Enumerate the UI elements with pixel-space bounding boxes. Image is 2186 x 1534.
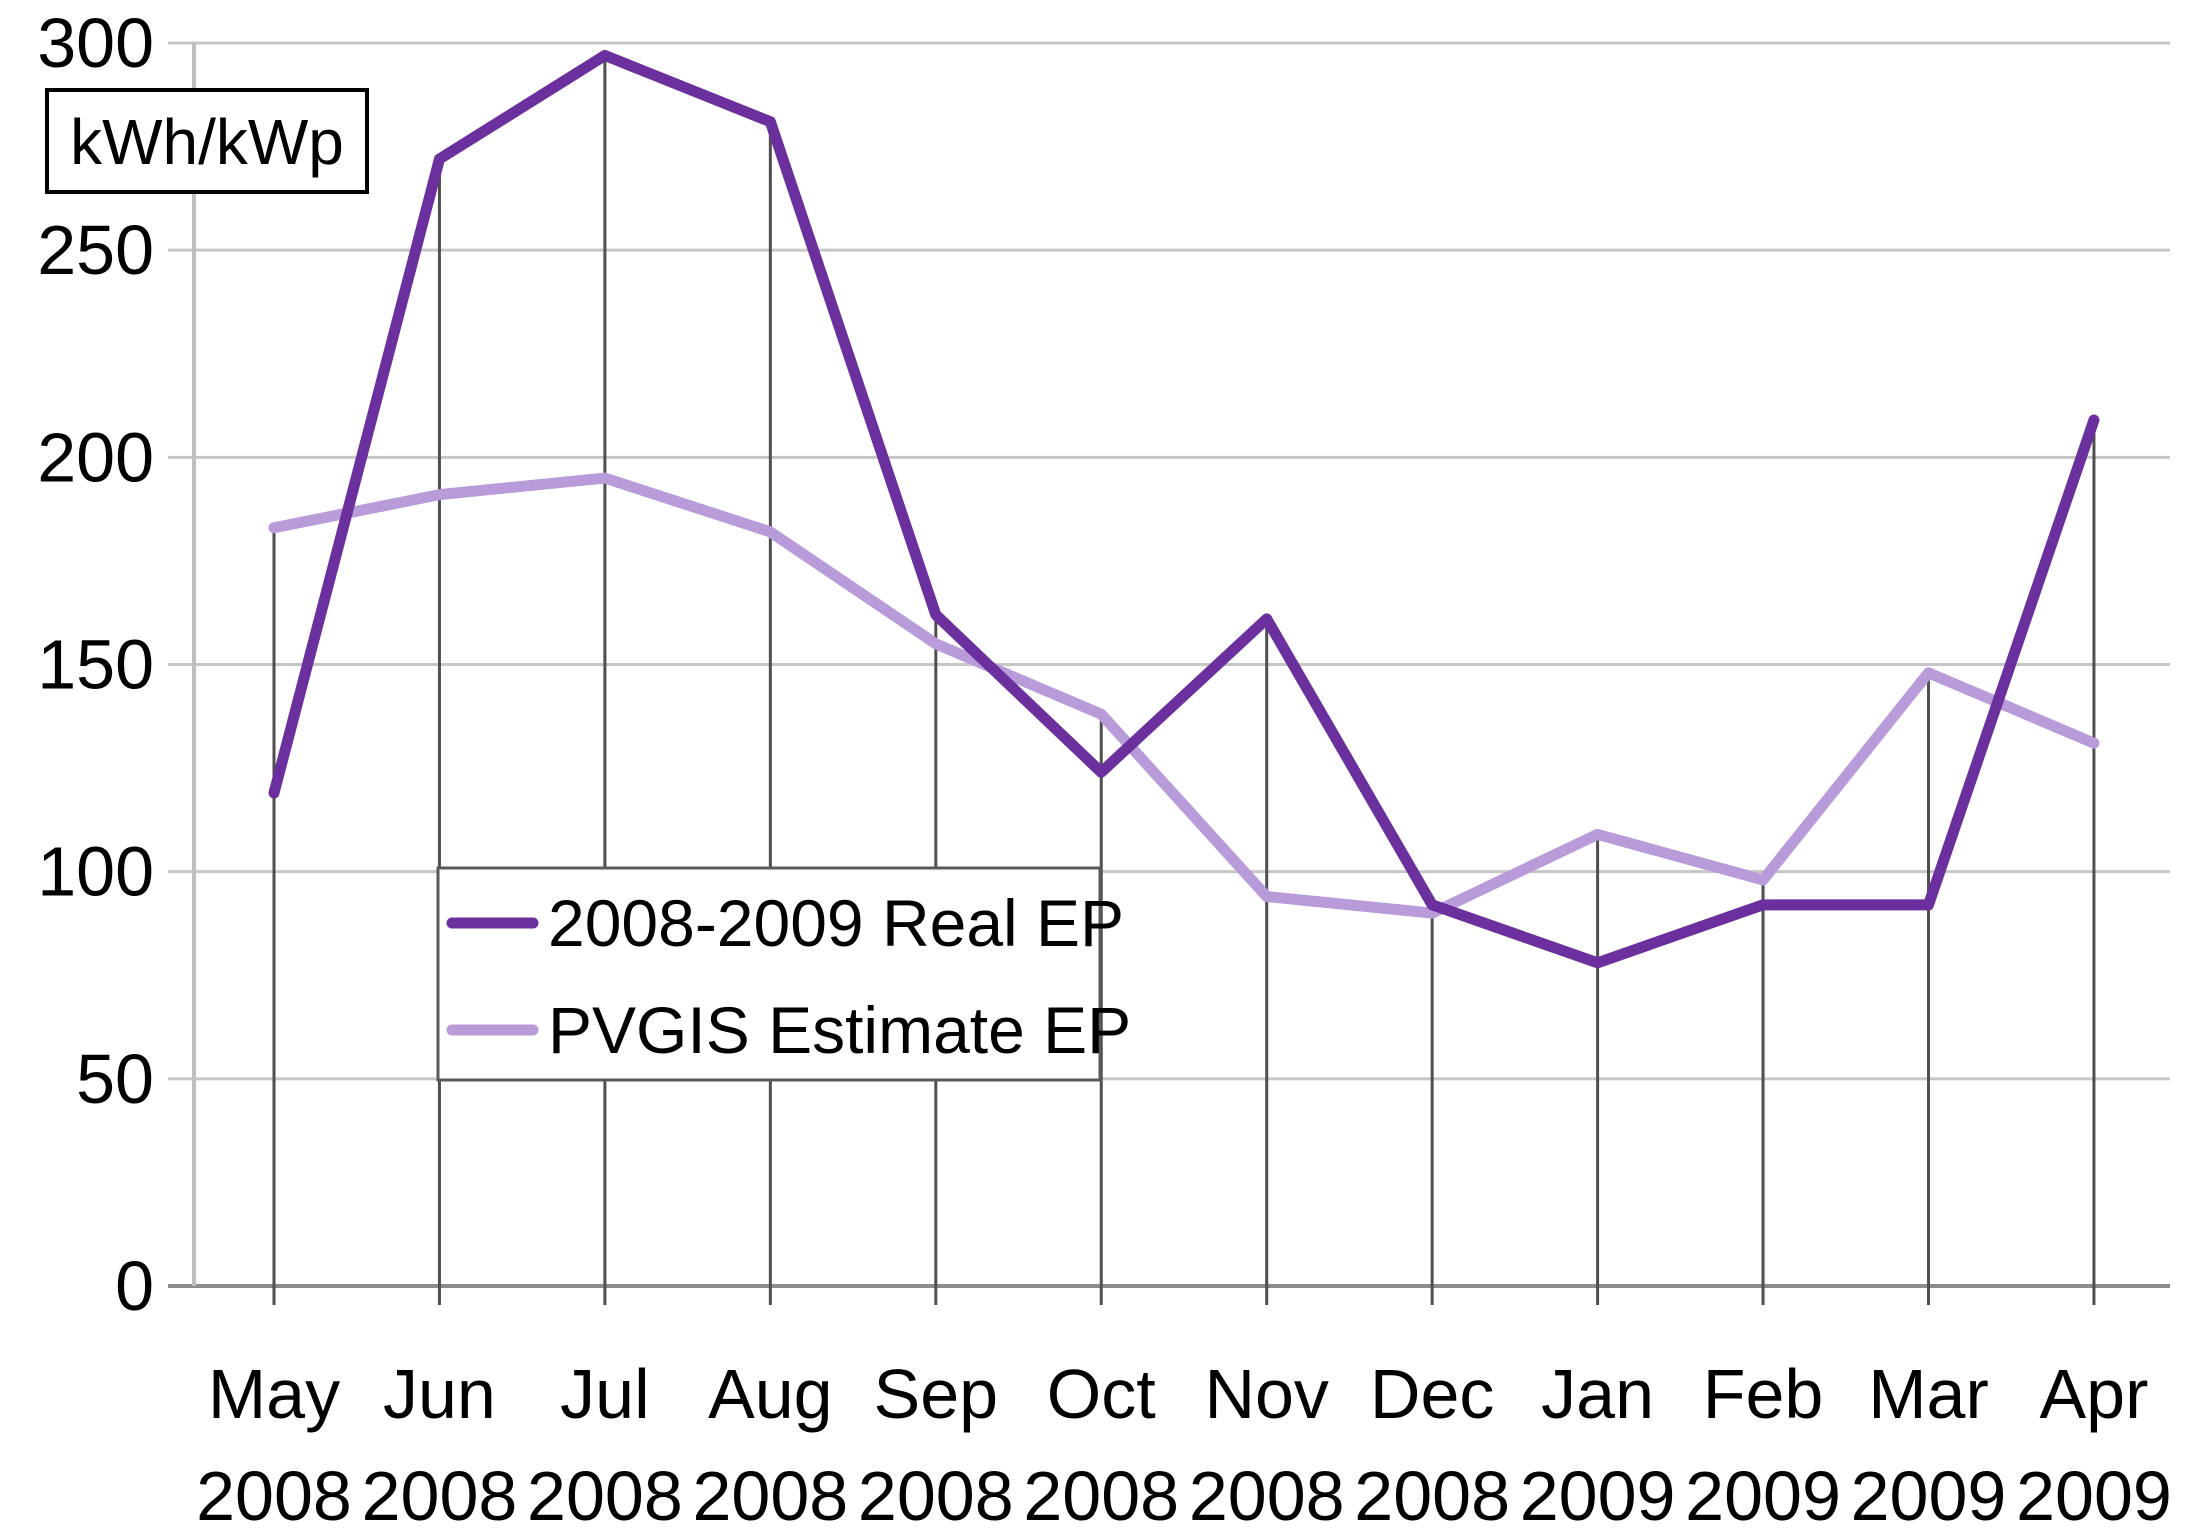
y-tick-label: 50	[76, 1040, 154, 1118]
x-tick-month: Nov	[1204, 1355, 1328, 1433]
x-tick-month: Apr	[2039, 1355, 2148, 1433]
legend: 2008-2009 Real EP PVGIS Estimate EP	[436, 866, 1131, 1082]
x-tick-month: Feb	[1703, 1355, 1824, 1433]
pvgis-estimate-line	[268, 472, 2100, 919]
x-tick-month: Mar	[1868, 1355, 1989, 1433]
x-tick-month: Oct	[1047, 1355, 1156, 1433]
legend-box	[436, 866, 1102, 1082]
x-tick-month: Aug	[708, 1355, 833, 1433]
x-tick-year: 2009	[1520, 1457, 1676, 1534]
x-tick-year: 2008	[858, 1457, 1014, 1534]
series-layer	[268, 49, 2100, 969]
x-tick-year: 2008	[362, 1457, 518, 1534]
y-tick-label: 0	[115, 1247, 154, 1325]
x-tick-year: 2008	[1189, 1457, 1345, 1534]
x-tick-year: 2008	[527, 1457, 683, 1534]
x-tick-year: 2008	[692, 1457, 848, 1534]
y-tick-label: 150	[37, 626, 154, 704]
x-tick-month: Jan	[1541, 1355, 1654, 1433]
y-tick-label: 300	[37, 4, 154, 82]
grid-layer	[168, 41, 2170, 1288]
real-ep-line	[268, 49, 2100, 969]
x-tick-month: Jun	[383, 1355, 496, 1433]
unit-box: kWh/kWp	[45, 88, 369, 194]
dropline-layer	[272, 55, 2096, 1305]
unit-box-border	[45, 88, 369, 194]
x-tick-month: May	[208, 1355, 340, 1433]
x-tick-year: 2009	[1851, 1457, 2007, 1534]
y-tick-label: 200	[37, 418, 154, 496]
x-tick-month: Dec	[1370, 1355, 1494, 1433]
x-tick-year: 2008	[1023, 1457, 1179, 1534]
legend-label-real-ep: 2008-2009 Real EP	[548, 886, 1124, 960]
x-tick-year: 2009	[2016, 1457, 2172, 1534]
axis-label-layer: 0 50 100 150 200 250 300 May 2008 Jun 2008 Jul 2008 A…	[37, 4, 2172, 1534]
x-tick-month: Jul	[560, 1355, 649, 1433]
legend-label-pvgis: PVGIS Estimate EP	[548, 993, 1131, 1067]
y-tick-label: 250	[37, 211, 154, 289]
x-tick-year: 2008	[196, 1457, 352, 1534]
x-tick-year: 2009	[1685, 1457, 1841, 1534]
x-tick-month: Sep	[874, 1355, 999, 1433]
unit-box-label: kWh/kWp	[70, 106, 344, 178]
y-tick-label: 100	[37, 833, 154, 911]
x-tick-year: 2008	[1354, 1457, 1510, 1534]
